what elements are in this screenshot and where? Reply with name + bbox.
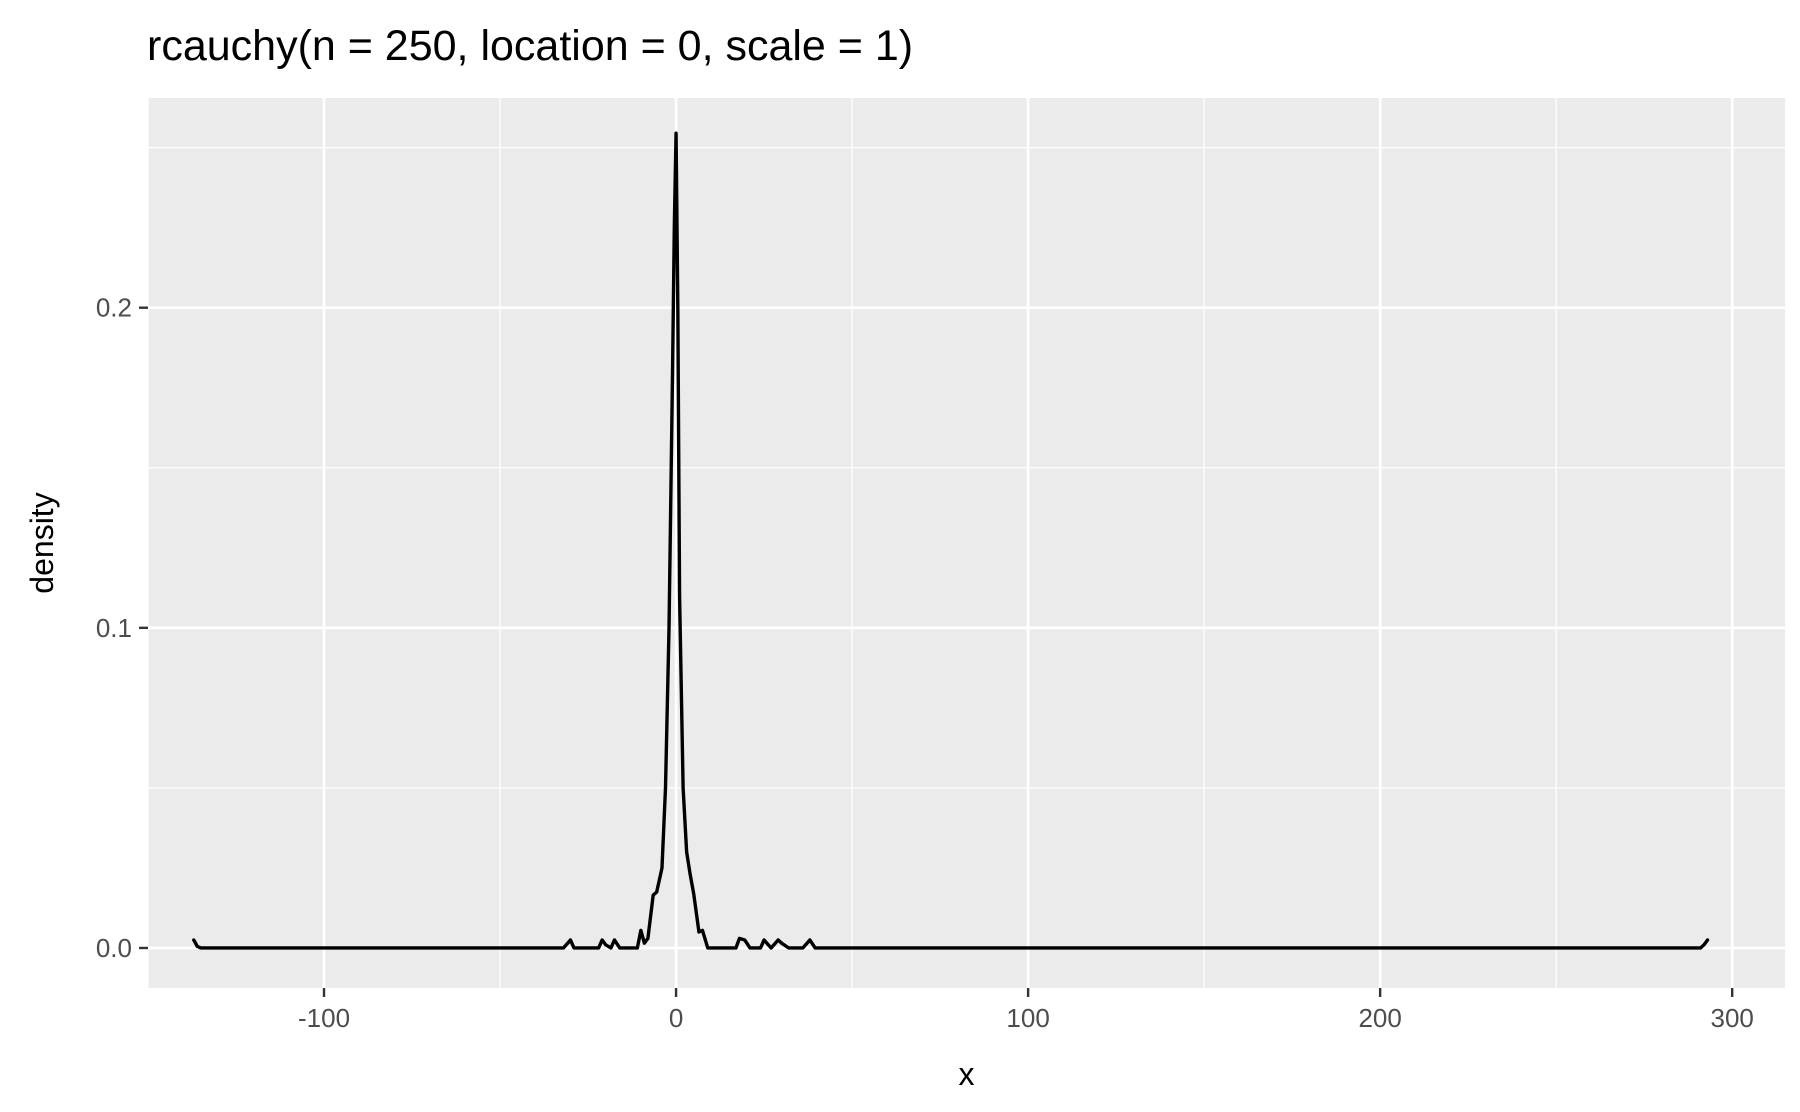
y-tick-label: 0.1 [96,613,132,643]
y-tick-label: 0.0 [96,933,132,963]
y-tick-label: 0.2 [96,293,132,323]
x-tick-label: 200 [1358,1003,1401,1033]
y-axis-title: density [24,492,60,593]
minor-gridlines [147,98,1785,988]
x-tick-label: 100 [1006,1003,1049,1033]
density-line [192,131,1710,950]
x-axis-ticks: -100 0 100 200 300 [298,988,1754,1033]
plot-panel [148,98,1785,988]
y-axis-ticks: 0.0 0.1 0.2 [96,293,148,963]
chart-title: rcauchy(n = 250, location = 0, scale = 1… [147,22,913,70]
x-axis-title: x [959,1056,975,1092]
x-tick-label: 0 [669,1003,683,1033]
x-tick-label: -100 [298,1003,350,1033]
x-tick-label: 300 [1710,1003,1753,1033]
